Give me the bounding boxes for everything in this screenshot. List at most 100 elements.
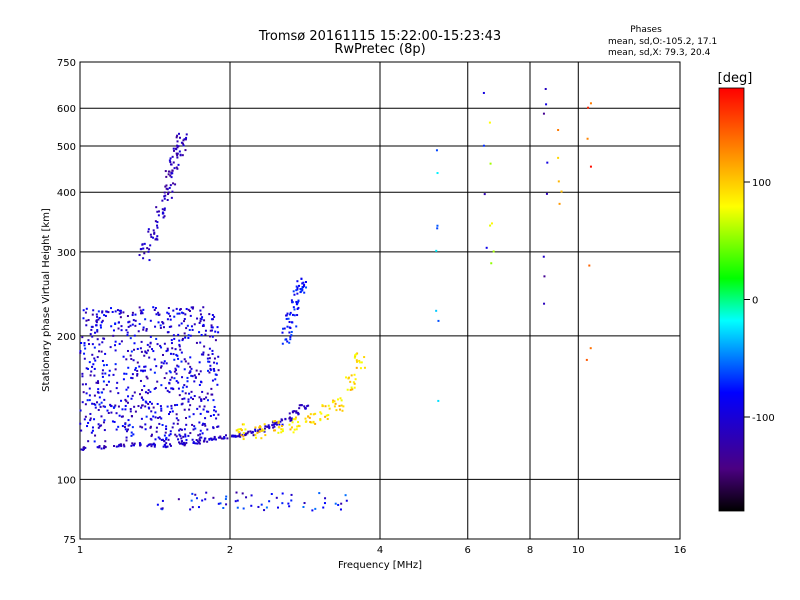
scatter-point: [161, 438, 164, 441]
scatter-point: [358, 361, 361, 364]
scatter-point: [143, 365, 146, 368]
scatter-point: [149, 244, 152, 247]
scatter-point: [148, 259, 151, 262]
scatter-point: [260, 503, 263, 506]
scatter-point: [256, 431, 259, 434]
scatter-point: [132, 444, 135, 447]
scatter-point: [114, 344, 117, 347]
scatter-point: [91, 365, 94, 368]
scatter-point: [91, 353, 94, 356]
scatter-point: [546, 161, 549, 164]
scatter-point: [91, 402, 94, 405]
scatter-point: [176, 140, 179, 143]
scatter-point: [290, 426, 293, 429]
scatter-point: [191, 328, 194, 331]
scatter-point: [172, 147, 175, 150]
scatter-point: [145, 352, 148, 355]
scatter-point: [129, 410, 132, 413]
scatter-point: [172, 353, 175, 356]
scatter-point: [120, 325, 123, 328]
scatter-point: [242, 432, 245, 435]
scatter-point: [258, 426, 261, 429]
scatter-point: [124, 404, 127, 407]
scatter-point: [133, 348, 136, 351]
scatter-point: [214, 339, 217, 342]
scatter-point: [334, 402, 337, 405]
scatter-point: [224, 434, 227, 437]
scatter-point: [80, 448, 83, 451]
scatter-point: [194, 493, 197, 496]
scatter-point: [139, 425, 142, 428]
scatter-point: [108, 374, 111, 377]
scatter-point: [202, 351, 205, 354]
scatter-point: [81, 375, 84, 378]
scatter-point: [97, 310, 100, 313]
y-tick-labels: 75 100 200 300 400 500 600 750: [57, 58, 76, 546]
scatter-point: [296, 307, 299, 310]
scatter-point: [281, 502, 284, 505]
scatter-point: [178, 433, 181, 436]
scatter-point: [130, 358, 133, 361]
scatter-point: [116, 381, 119, 384]
scatter-point: [157, 210, 160, 213]
scatter-point: [363, 356, 366, 359]
scatter-point: [288, 313, 291, 316]
scatter-point: [185, 133, 188, 136]
scatter-point: [175, 166, 178, 169]
scatter-point: [112, 329, 115, 332]
scatter-point: [201, 432, 204, 435]
scatter-point: [250, 494, 253, 497]
scatter-point: [157, 214, 160, 217]
scatter-point: [142, 398, 145, 401]
scatter-point: [346, 388, 349, 391]
scatter-point: [294, 416, 297, 419]
scatter-point: [146, 445, 149, 448]
scatter-point: [288, 423, 291, 426]
scatter-point: [156, 221, 159, 224]
scatter-point: [113, 405, 116, 408]
scatter-point: [199, 380, 202, 383]
scatter-point: [217, 436, 220, 439]
scatter-point: [268, 426, 271, 429]
scatter-point: [173, 167, 176, 170]
scatter-point: [195, 439, 198, 442]
scatter-point: [133, 442, 136, 445]
scatter-point: [153, 445, 156, 448]
scatter-point: [184, 336, 187, 339]
scatter-point: [186, 380, 189, 383]
scatter-point: [152, 236, 155, 239]
scatter-point: [185, 385, 188, 388]
scatter-point: [147, 349, 150, 352]
scatter-point: [145, 329, 148, 332]
scatter-point: [155, 337, 158, 340]
scatter-point: [225, 503, 228, 506]
scatter-point: [303, 502, 306, 505]
scatter-point: [147, 402, 150, 405]
scatter-point: [94, 406, 97, 409]
scatter-point: [268, 427, 271, 430]
scatter-point: [154, 238, 157, 241]
scatter-point: [176, 152, 179, 155]
scatter-point: [188, 309, 191, 312]
scatter-point: [312, 420, 315, 423]
scatter-point: [151, 348, 154, 351]
scatter-point: [136, 373, 139, 376]
scatter-point: [192, 413, 195, 416]
x-tick-labels: 1 2 4 6 8 10 16: [77, 545, 687, 556]
scatter-point: [189, 356, 192, 359]
scatter-point: [192, 428, 195, 431]
scatter-point: [131, 394, 134, 397]
scatter-point: [272, 423, 275, 426]
scatter-point: [294, 418, 297, 421]
scatter-point: [436, 224, 439, 227]
scatter-point: [115, 387, 118, 390]
scatter-point: [96, 338, 99, 341]
scatter-point: [83, 352, 86, 355]
scatter-point: [181, 390, 184, 393]
scatter-point: [195, 369, 198, 372]
scatter-point: [212, 496, 215, 499]
scatter-point: [213, 409, 216, 412]
scatter-point: [139, 309, 142, 312]
scatter-point: [202, 306, 205, 309]
scatter-point: [158, 313, 161, 316]
